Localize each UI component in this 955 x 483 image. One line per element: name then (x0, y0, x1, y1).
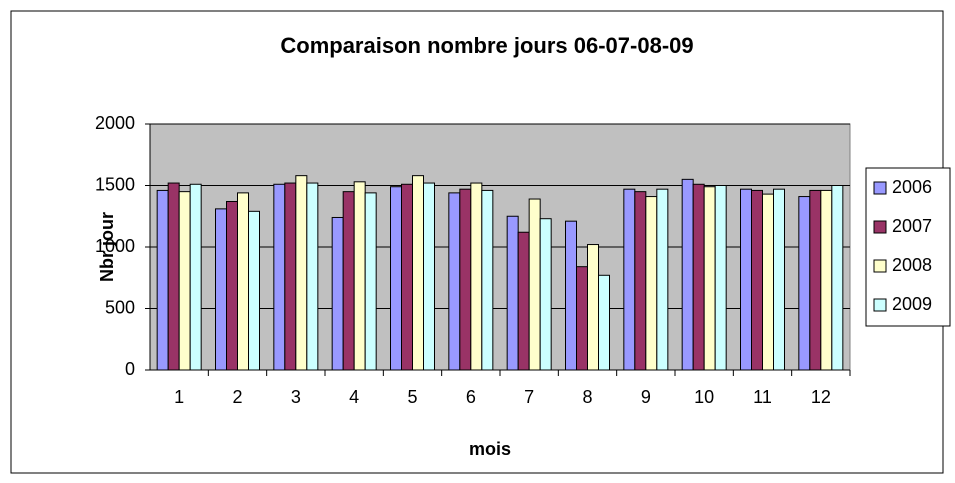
bar (587, 244, 599, 371)
bar (273, 183, 286, 371)
bar (167, 182, 180, 371)
bar (237, 192, 249, 371)
y-tick-label: 2000 (95, 113, 135, 133)
bar (306, 182, 319, 371)
legend-swatch (873, 298, 887, 312)
y-tick-label: 500 (105, 297, 135, 317)
bar (481, 189, 494, 371)
legend-label: 2008 (892, 255, 932, 275)
bar (692, 183, 705, 371)
x-tick-label: 4 (349, 387, 359, 407)
x-tick-label: 1 (174, 387, 184, 407)
bar (703, 186, 716, 371)
bar (156, 189, 169, 371)
legend-label: 2009 (892, 294, 932, 314)
bar (623, 188, 636, 371)
bar (448, 192, 461, 371)
x-tick-label: 9 (641, 387, 651, 407)
x-tick-label: 2 (232, 387, 242, 407)
x-tick-label: 6 (466, 387, 476, 407)
y-tick-label: 0 (125, 359, 135, 379)
bar (645, 196, 658, 371)
x-axis-title: mois (469, 439, 511, 459)
bar (353, 181, 366, 371)
bar (401, 183, 413, 371)
bar (215, 208, 227, 371)
legend-label: 2006 (892, 177, 932, 197)
bar (517, 231, 530, 371)
bar (831, 185, 844, 371)
bar (390, 186, 402, 371)
chart-title: Comparaison nombre jours 06-07-08-09 (280, 33, 693, 58)
bar (189, 183, 202, 371)
bar (634, 191, 647, 371)
bar (295, 175, 308, 371)
bar (331, 216, 344, 371)
bar (773, 188, 785, 371)
bar (820, 189, 833, 371)
bar (506, 215, 519, 371)
bar (470, 182, 483, 371)
bar (576, 266, 588, 371)
y-axis-title: Nbr jour (97, 212, 117, 282)
y-tick-label: 1500 (95, 174, 135, 194)
y-tick-label: 1000 (95, 236, 135, 256)
x-tick-label: 5 (407, 387, 417, 407)
bar (226, 200, 238, 371)
bar (762, 193, 774, 371)
x-tick-label: 7 (524, 387, 534, 407)
bar (598, 274, 610, 371)
bar (423, 182, 435, 371)
bar (740, 188, 752, 371)
legend-swatch (873, 220, 887, 234)
bar (364, 192, 377, 371)
bar (809, 189, 822, 371)
bar (714, 185, 727, 371)
bar (798, 196, 811, 371)
bar (751, 189, 763, 371)
bar (565, 220, 577, 371)
legend-swatch (873, 181, 887, 195)
x-tick-label: 3 (291, 387, 301, 407)
bar (681, 178, 694, 371)
bar (248, 210, 260, 371)
bar (412, 175, 424, 371)
bar (539, 218, 552, 371)
bar (528, 198, 541, 371)
bar (178, 191, 191, 371)
bar (284, 182, 297, 371)
legend-label: 2007 (892, 216, 932, 236)
x-tick-label: 11 (753, 387, 772, 407)
bar (656, 188, 669, 371)
x-tick-label: 8 (582, 387, 592, 407)
legend-swatch (873, 259, 887, 273)
bar (459, 188, 472, 371)
x-tick-label: 10 (694, 387, 714, 407)
bar (342, 191, 355, 371)
x-tick-label: 12 (811, 387, 831, 407)
